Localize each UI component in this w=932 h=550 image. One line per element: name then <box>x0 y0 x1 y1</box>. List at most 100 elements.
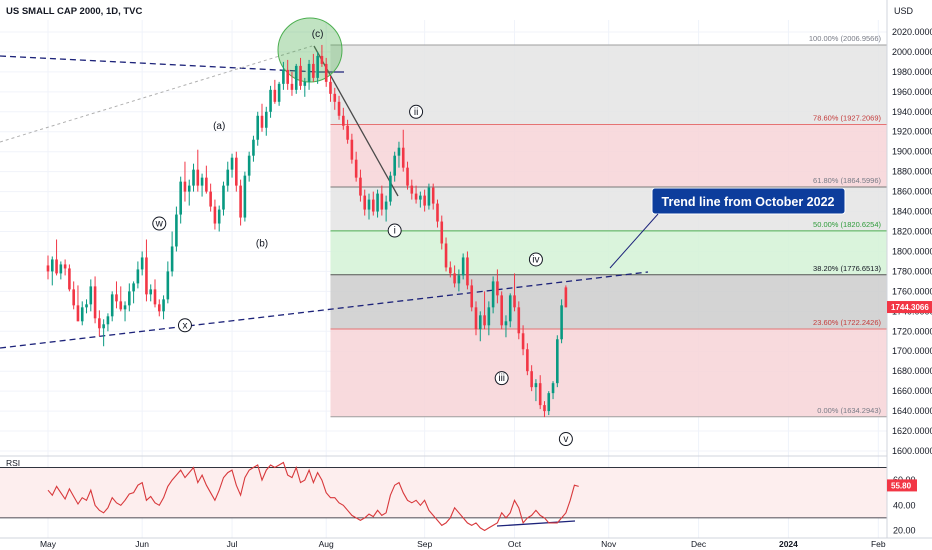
candle-body <box>235 157 238 186</box>
price-tick-label: 1840.0000 <box>892 207 932 217</box>
candle-body <box>478 315 482 330</box>
fib-level-label: 0.00% (1634.2943) <box>817 406 881 415</box>
candle-body <box>157 304 161 312</box>
candle-body <box>55 259 58 274</box>
candle <box>217 205 221 232</box>
candle <box>136 261 140 289</box>
candle <box>226 161 230 192</box>
candle <box>196 149 200 192</box>
candle-body <box>106 316 110 325</box>
candle-body <box>547 393 551 412</box>
rsi-last-tag <box>887 479 917 492</box>
candle-body <box>530 371 533 388</box>
candle-body <box>85 304 88 308</box>
candle-body <box>264 111 268 128</box>
candle <box>55 239 58 276</box>
candle <box>68 264 71 292</box>
candle <box>474 301 478 336</box>
candle-body <box>521 333 525 350</box>
candle-body <box>179 181 182 215</box>
wave-label-text: i <box>394 226 396 237</box>
candle <box>123 301 127 322</box>
candle <box>110 291 114 322</box>
price-tick-label: 1760.0000 <box>892 286 932 296</box>
candle <box>299 57 302 90</box>
candle-body <box>406 167 409 186</box>
candle-body <box>213 206 217 224</box>
candle-body <box>63 264 67 269</box>
candle <box>230 153 234 178</box>
candle-body <box>431 187 435 204</box>
candle <box>384 195 388 222</box>
candle-body <box>256 115 260 140</box>
candle-body <box>89 286 93 305</box>
wave-label: x <box>177 318 192 333</box>
candle <box>277 81 281 106</box>
candle <box>93 276 97 324</box>
candle-body <box>128 291 131 306</box>
candle <box>350 133 354 164</box>
wave-label-circle <box>409 104 424 119</box>
wave-label-circle <box>558 432 573 447</box>
price-tick-label: 1980.0000 <box>892 67 932 77</box>
fib-level-label: 78.60% (1927.2069) <box>813 114 881 123</box>
trend-line-october-2022 <box>0 271 649 349</box>
candle-body <box>564 287 568 308</box>
candle-body <box>277 83 281 102</box>
candle-body <box>286 69 289 84</box>
candle-body <box>226 169 230 186</box>
candle <box>504 315 508 338</box>
candle <box>149 284 153 302</box>
candle <box>132 281 135 304</box>
candle-body <box>316 55 319 78</box>
candle <box>157 299 161 317</box>
upper-trend-line <box>0 55 319 73</box>
time-axis[interactable]: May Jun Jul Aug Sep Oct Nov Dec 2024 Feb <box>0 537 932 549</box>
wave-label: i <box>387 223 402 238</box>
candle-body <box>427 187 431 206</box>
last-price-value: 1744.3066 <box>891 303 929 312</box>
candle-body <box>59 264 63 274</box>
candle <box>50 256 54 286</box>
wave-label-circle <box>387 223 402 238</box>
candle-body <box>222 185 225 210</box>
candle-body <box>243 175 247 218</box>
candle-body <box>260 115 264 128</box>
candle <box>478 311 482 342</box>
candle-body <box>247 155 251 176</box>
candle <box>389 171 392 206</box>
fibonacci-retracement[interactable]: 100.00% (2006.9566) 78.60% (1927.2069) 61.… <box>330 34 888 418</box>
candle-body <box>175 214 178 247</box>
rsi-divergence-line <box>496 520 576 527</box>
candle <box>324 57 328 87</box>
price-tick-label: 1920.0000 <box>892 127 932 137</box>
candle-body <box>303 81 307 86</box>
rsi-pane <box>0 455 887 532</box>
candle <box>187 179 191 206</box>
candle <box>393 151 396 182</box>
wave-label-text: v <box>563 434 568 445</box>
candle <box>63 259 67 276</box>
candle-body <box>102 324 105 329</box>
price-tick-label: 1900.0000 <box>892 147 932 157</box>
price-tick-label: 1880.0000 <box>892 167 932 177</box>
candle <box>449 261 452 278</box>
candle <box>273 79 277 104</box>
price-axis[interactable]: 2020.0000 2000.0000 1980.0000 1960.0000 1940… <box>886 0 932 550</box>
annotation-callout[interactable]: Trend line from October 2022 <box>609 187 846 269</box>
time-tick-label: Feb <box>871 539 886 549</box>
candle-body <box>93 286 97 319</box>
candle-body <box>401 147 405 168</box>
candle <box>500 291 503 330</box>
price-tick-label: 1960.0000 <box>892 87 932 97</box>
candle <box>363 189 367 216</box>
candle <box>243 171 247 222</box>
candle-body <box>149 289 153 295</box>
candle-body <box>496 281 499 296</box>
candle <box>513 273 516 312</box>
candle-body <box>384 201 388 210</box>
candle <box>153 279 157 308</box>
candle <box>89 279 93 312</box>
fib-level-label: 50.00% (1820.6254) <box>813 220 881 229</box>
